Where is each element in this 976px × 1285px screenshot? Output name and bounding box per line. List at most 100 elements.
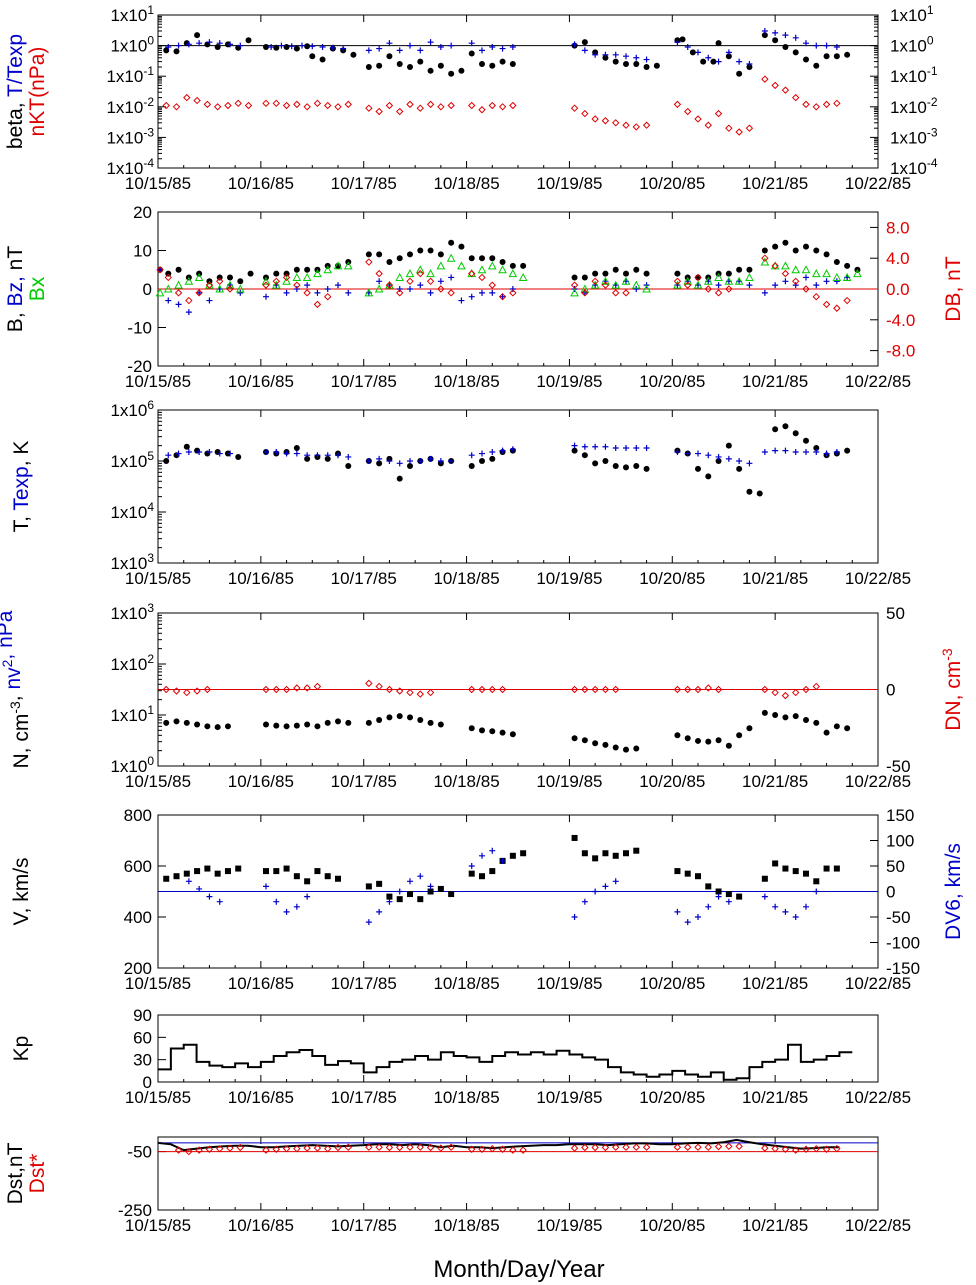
data-point <box>736 266 743 273</box>
data-point <box>386 458 393 464</box>
data-point <box>781 269 790 278</box>
x-tick-label: 10/18/85 <box>433 569 499 588</box>
series-beta-0 <box>163 32 851 77</box>
data-point <box>489 289 496 296</box>
data-point <box>479 61 485 68</box>
y-right-tick-label: 1x10-2 <box>890 95 938 117</box>
data-point <box>314 723 321 730</box>
data-point <box>175 42 182 49</box>
data-point <box>335 875 341 882</box>
x-tick-label: 10/19/85 <box>536 174 602 193</box>
data-point <box>173 48 180 55</box>
data-point <box>396 475 403 482</box>
data-point <box>447 289 455 297</box>
data-point <box>324 101 332 110</box>
data-point <box>427 888 434 895</box>
data-point <box>376 460 383 467</box>
data-point <box>710 58 717 65</box>
data-point <box>468 269 476 278</box>
data-point <box>761 32 768 39</box>
data-point <box>684 870 691 877</box>
data-point <box>376 880 383 887</box>
data-point <box>374 284 384 293</box>
data-point <box>386 53 393 60</box>
data-point <box>273 868 280 875</box>
data-point <box>324 455 331 462</box>
data-point <box>478 106 486 114</box>
data-point <box>293 903 300 910</box>
data-point <box>345 289 352 296</box>
data-point <box>756 490 763 497</box>
data-point <box>364 288 374 297</box>
y-tick-label: 1x104 <box>110 500 154 522</box>
data-point <box>365 47 372 54</box>
data-point <box>679 36 686 43</box>
data-point <box>724 276 734 285</box>
data-point <box>498 103 507 111</box>
data-point <box>705 903 712 910</box>
data-point <box>695 873 701 880</box>
data-point <box>468 725 475 732</box>
data-point <box>715 458 722 464</box>
data-point <box>612 444 619 451</box>
data-point <box>745 124 754 132</box>
data-point <box>314 868 321 875</box>
x-tick-label: 10/17/85 <box>331 372 397 391</box>
y-right-tick-label: 0 <box>886 681 895 700</box>
data-point <box>203 100 212 109</box>
data-point <box>365 258 373 266</box>
data-point <box>612 744 619 751</box>
data-point <box>772 282 779 289</box>
data-point <box>416 104 424 112</box>
x-tick-label: 10/15/85 <box>125 974 191 993</box>
data-point <box>375 107 383 116</box>
data-point <box>704 121 712 129</box>
data-point <box>592 443 599 450</box>
data-point <box>303 1144 311 1152</box>
data-point <box>812 103 820 111</box>
data-point <box>725 270 732 277</box>
data-point <box>612 119 620 127</box>
data-point <box>214 870 221 877</box>
data-point <box>760 257 770 266</box>
data-point <box>396 888 403 895</box>
data-point <box>426 688 435 697</box>
y-tick-label: -10 <box>127 319 152 338</box>
data-point <box>437 103 445 111</box>
x-tick-label: 10/21/85 <box>742 372 808 391</box>
data-point <box>601 281 610 289</box>
data-point <box>205 1145 214 1153</box>
data-point <box>792 247 799 254</box>
data-point <box>333 261 343 270</box>
data-point <box>216 1144 224 1153</box>
data-point <box>823 865 830 872</box>
y-tick-label: 20 <box>133 203 152 222</box>
data-point <box>236 1143 244 1152</box>
data-point <box>183 719 190 726</box>
data-point <box>695 49 701 56</box>
data-point <box>436 261 446 270</box>
data-point <box>273 722 280 729</box>
data-point <box>304 43 311 50</box>
data-point <box>335 718 341 725</box>
data-point <box>405 269 415 278</box>
data-point <box>833 278 840 285</box>
data-point <box>761 685 769 694</box>
data-point <box>499 259 506 266</box>
data-point <box>407 42 413 49</box>
data-point <box>477 265 487 274</box>
series-field-0 <box>157 239 861 285</box>
data-point <box>448 274 455 281</box>
data-point <box>215 284 225 293</box>
data-point <box>334 1143 342 1152</box>
data-point <box>303 684 311 692</box>
data-point <box>725 898 732 905</box>
series-density-0 <box>163 709 851 753</box>
x-tick-label: 10/16/85 <box>228 1216 294 1235</box>
data-point <box>427 247 434 254</box>
data-point <box>611 280 621 289</box>
data-point <box>683 276 693 285</box>
y-right-tick-label: 4.0 <box>886 249 910 268</box>
data-point <box>499 58 506 65</box>
y-tick-label: 60 <box>133 1028 152 1047</box>
